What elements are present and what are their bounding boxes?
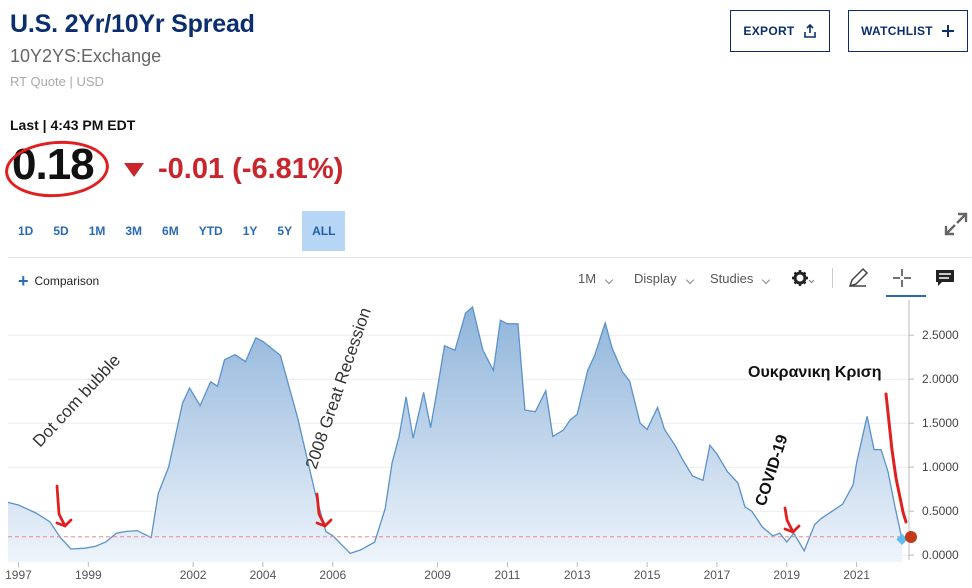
plus-icon [941, 25, 954, 37]
y-tick-label: 1.0000 [922, 460, 959, 474]
toolbar-divider [8, 257, 972, 258]
ukraine-arrow [884, 392, 908, 524]
y-tick-label: 1.5000 [922, 416, 959, 430]
price-change: -0.01 (-6.81%) [124, 153, 343, 186]
display-label: Display [634, 271, 677, 286]
interval-label: 1M [578, 271, 597, 286]
comparison-button[interactable]: + Comparison [18, 271, 100, 291]
export-label: EXPORT [743, 24, 795, 38]
down-arrow-icon [124, 162, 144, 177]
range-selector: 1D 5D 1M 3M 6M YTD 1Y 5Y ALL [8, 211, 346, 251]
comparison-label: Comparison [34, 274, 100, 288]
x-tick-label: 2019 [773, 568, 800, 582]
dotcom-arrow [55, 484, 73, 528]
x-tick-label: 2013 [564, 568, 591, 582]
pencil-icon[interactable] [846, 266, 870, 290]
display-dropdown[interactable]: Display [634, 271, 694, 286]
last-point-marker [905, 531, 917, 543]
x-tick-label: 1999 [75, 568, 102, 582]
annotation-dotcom: Dot com bubble [29, 351, 124, 451]
y-tick-label: 2.0000 [922, 372, 959, 386]
recession-arrow [315, 492, 333, 528]
y-tick-label: 0.5000 [922, 504, 959, 518]
x-tick-label: 2021 [843, 568, 870, 582]
annotation-ukraine: Ουκρανικη Κριση [748, 364, 882, 381]
annotation-covid: COVID-19 [753, 433, 792, 509]
expand-icon[interactable] [942, 210, 970, 238]
watchlist-label: WATCHLIST [861, 24, 933, 38]
y-tick-label: 0.0000 [922, 548, 959, 562]
spread-line [7, 305, 903, 555]
crosshair-icon[interactable] [890, 266, 914, 290]
y-tick-label: 2.5000 [922, 328, 959, 342]
change-value: -0.01 (-6.81%) [158, 153, 344, 185]
range-5y[interactable]: 5Y [277, 224, 293, 238]
covid-arrow [783, 506, 801, 534]
range-1d[interactable]: 1D [18, 224, 34, 238]
range-ytd[interactable]: YTD [198, 224, 223, 238]
x-tick-label: 2009 [424, 568, 451, 582]
symbol-label: 10Y2YS:Exchange [10, 46, 162, 66]
spread-chart[interactable]: 0.0000 0.5000 1.0000 1.5000 2.0000 2.5000 199… [0, 300, 972, 588]
spread-area [8, 307, 902, 562]
watchlist-button[interactable]: WATCHLIST [848, 10, 968, 52]
plus-icon: + [18, 271, 29, 291]
studies-label: Studies [710, 271, 754, 286]
interval-dropdown[interactable]: 1M [578, 271, 614, 286]
range-6m[interactable]: 6M [162, 224, 179, 238]
range-1m[interactable]: 1M [88, 224, 106, 238]
range-3m[interactable]: 3M [125, 224, 143, 238]
share-icon [803, 24, 816, 38]
active-tool-indicator [886, 295, 926, 297]
range-5d[interactable]: 5D [53, 224, 69, 238]
export-button[interactable]: EXPORT [730, 10, 830, 52]
toolbar-separator [832, 268, 833, 288]
last-label: Last | 4:43 PM EDT [10, 117, 136, 133]
range-all[interactable]: ALL [302, 211, 346, 251]
x-tick-label: 2017 [704, 568, 731, 582]
x-tick-label: 2011 [494, 568, 520, 582]
chevron-down-icon [762, 275, 771, 284]
comment-icon[interactable] [933, 266, 957, 290]
annotation-recession: 2008 Great Recession [302, 305, 375, 471]
gear-icon[interactable] [790, 266, 814, 290]
x-tick-label: 2015 [634, 568, 661, 582]
range-1y[interactable]: 1Y [242, 224, 258, 238]
x-tick-label: 2004 [250, 568, 277, 582]
x-tick-label: 2002 [180, 568, 207, 582]
studies-dropdown[interactable]: Studies [710, 271, 771, 286]
page-title: U.S. 2Yr/10Yr Spread [10, 10, 255, 38]
chevron-down-icon [685, 275, 694, 284]
x-tick-label: 2006 [319, 568, 346, 582]
last-price: 0.18 [12, 140, 95, 189]
chevron-down-icon [604, 275, 614, 284]
x-tick-label: 1997 [5, 568, 32, 582]
quote-meta: RT Quote | USD [10, 74, 104, 89]
